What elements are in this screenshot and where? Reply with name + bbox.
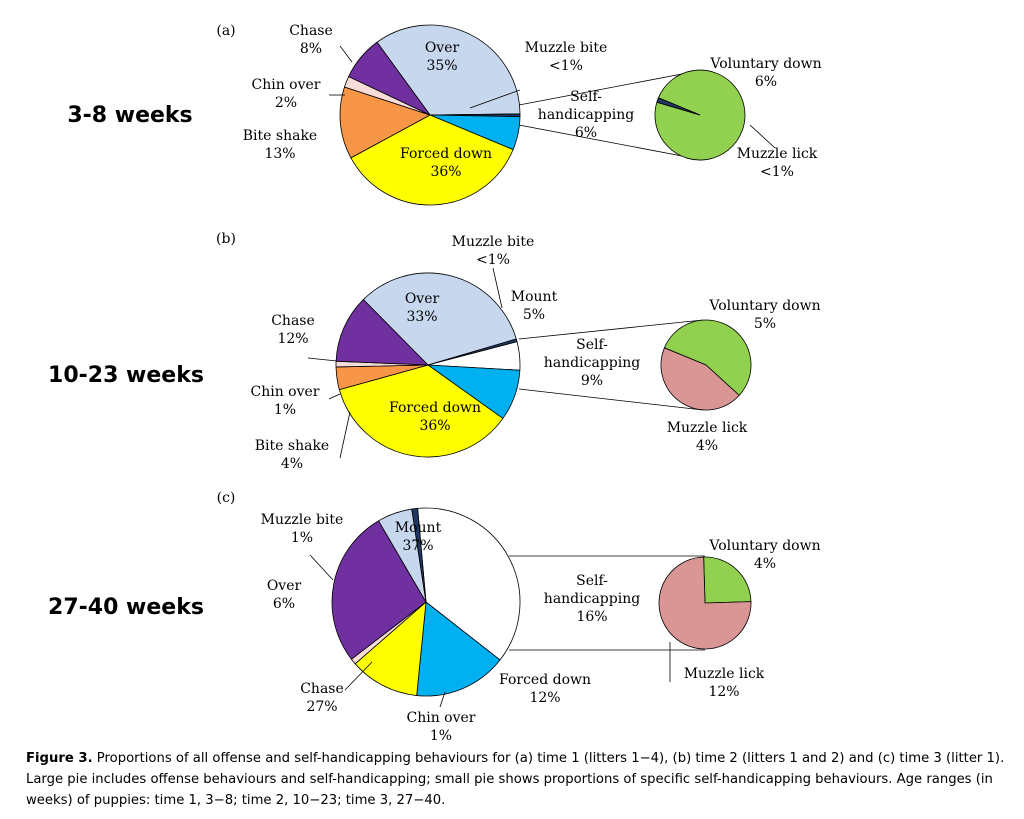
label-muzzle-bite: Muzzle bite <1% <box>452 234 535 268</box>
slice-chase <box>348 41 431 116</box>
small-slice-muzzle-lick <box>658 556 752 650</box>
leader-line <box>439 691 446 708</box>
label-chase: Chase 8% <box>289 23 333 57</box>
slice-mount <box>417 507 521 661</box>
slice-over <box>362 272 517 366</box>
small-slice-voluntary-down <box>663 319 752 396</box>
connector-line <box>518 69 704 106</box>
row-label: 10-23 weeks <box>48 363 204 388</box>
chart-panel-c: 27-40 weeks (c) Mount 37% Self-handicapping 1… <box>48 490 821 744</box>
connector-line <box>518 319 704 340</box>
label-chin-over: Chin over 1% <box>407 710 476 744</box>
leader-line <box>344 661 373 691</box>
connector-line <box>518 388 704 411</box>
label-chin-over: Chin over 1% <box>251 384 320 418</box>
label-forced-down: Forced down 36% <box>400 146 492 180</box>
leader-line <box>339 411 351 459</box>
caption-label: Figure 3. <box>26 751 93 766</box>
label-forced-down: Forced down 36% <box>389 400 481 434</box>
label-chase: Chase 12% <box>271 313 315 347</box>
slice-muzzle-bite <box>411 507 427 603</box>
small-label-muzzle-lick: Muzzle lick <1% <box>737 146 818 180</box>
label-self-handicapping: Self-handicapping 6% <box>538 89 634 141</box>
panel-letter: (a) <box>216 23 235 39</box>
label-forced-down: Forced down 12% <box>499 672 591 706</box>
slice-chase <box>335 298 429 366</box>
label-muzzle-bite: Muzzle bite <1% <box>525 40 608 74</box>
label-over: Over 33% <box>405 291 440 325</box>
figure-caption: Figure 3. Proportions of all offense and… <box>26 748 1006 811</box>
label-over: Over 35% <box>425 40 460 74</box>
leader-line <box>492 267 503 309</box>
leader-line <box>339 45 353 63</box>
slice-forced-down <box>354 601 427 696</box>
slice-chase <box>331 520 427 660</box>
slice-over <box>376 24 521 116</box>
small-label-muzzle-lick: Muzzle lick 12% <box>684 666 765 700</box>
slice-forced-down <box>338 364 504 458</box>
leader-line <box>309 554 334 581</box>
small-label-voluntary-down: Voluntary down 5% <box>708 298 820 332</box>
small-label-muzzle-lick: Muzzle lick 4% <box>667 420 748 454</box>
row-label: 3-8 weeks <box>67 103 192 128</box>
label-bite-shake: Bite shake 4% <box>255 438 329 472</box>
leader-line <box>307 357 338 362</box>
row-label: 27-40 weeks <box>48 595 204 620</box>
slice-forced-down <box>350 114 514 206</box>
label-chase: Chase 27% <box>300 681 344 715</box>
small-slice-muzzle-lick <box>660 347 740 411</box>
label-over: Over 6% <box>267 578 302 612</box>
label-muzzle-bite: Muzzle bite 1% <box>261 512 344 546</box>
leader-line <box>469 89 521 109</box>
chart-panel-b: 10-23 weeks (b) Over 33% Muzzle bite <1% Mount… <box>48 231 821 472</box>
label-mount: Mount 37% <box>395 520 442 554</box>
chart-panel-a: 3-8 weeks (a) Over 35% Muzzle bite <1% Self-ha… <box>67 23 822 206</box>
caption-text: Proportions of all offense and self-hand… <box>26 751 1005 808</box>
panel-letter: (b) <box>216 231 236 247</box>
leader-line <box>749 124 776 149</box>
leader-line <box>328 393 341 400</box>
small-label-voluntary-down: Voluntary down 6% <box>709 56 821 90</box>
panel-letter: (c) <box>217 490 236 506</box>
label-self-handicapping: Self-handicapping 9% <box>544 337 640 389</box>
small-slice-voluntary-down <box>703 556 752 604</box>
label-self-handicapping: Self-handicapping 16% <box>544 573 640 625</box>
connector-line <box>518 124 704 161</box>
slice-bite-shake <box>339 86 432 159</box>
label-mount: Mount 5% <box>511 289 558 323</box>
label-chin-over: Chin over 2% <box>252 77 321 111</box>
slice-self-handicapping <box>416 601 501 697</box>
small-label-voluntary-down: Voluntary down 4% <box>708 538 820 572</box>
small-slice-voluntary-down <box>654 69 746 161</box>
small-slice-muzzle-lick <box>656 97 701 116</box>
label-bite-shake: Bite shake 13% <box>243 128 317 162</box>
